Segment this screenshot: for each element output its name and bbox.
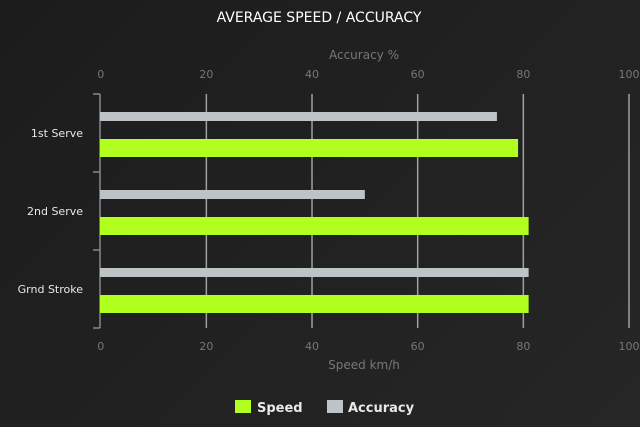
category-label: 2nd Serve bbox=[27, 205, 83, 218]
legend-swatch-accuracy bbox=[327, 400, 343, 413]
category-label: 1st Serve bbox=[31, 127, 83, 140]
legend: Speed Accuracy bbox=[235, 400, 415, 416]
bottom-tick-label: 20 bbox=[199, 340, 213, 353]
top-tick-label: 60 bbox=[411, 68, 425, 81]
bottom-tick-label: 80 bbox=[516, 340, 530, 353]
bottom-tick-label: 40 bbox=[305, 340, 319, 353]
top-axis-label: Accuracy % bbox=[329, 48, 399, 62]
accuracy-bar bbox=[100, 268, 529, 277]
legend-label-accuracy: Accuracy bbox=[348, 401, 415, 416]
chart-title: AVERAGE SPEED / ACCURACY bbox=[217, 10, 422, 26]
bottom-tick-label: 0 bbox=[97, 340, 104, 353]
bottom-axis-label: Speed km/h bbox=[328, 358, 400, 372]
legend-label-speed: Speed bbox=[257, 401, 303, 416]
bottom-tick-label: 60 bbox=[411, 340, 425, 353]
top-tick-label: 20 bbox=[199, 68, 213, 81]
top-tick-label: 40 bbox=[305, 68, 319, 81]
top-tick-label: 100 bbox=[619, 68, 640, 81]
grid-layer: 0 0 20 20 40 40 60 60 80 80 100 100 1st Serve 2nd Ser… bbox=[18, 68, 640, 353]
bars-layer bbox=[100, 112, 529, 313]
accuracy-bar bbox=[100, 112, 497, 121]
category-label: Grnd Stroke bbox=[18, 283, 84, 296]
speed-bar bbox=[100, 217, 529, 235]
speed-bar bbox=[100, 295, 529, 313]
accuracy-bar bbox=[100, 190, 365, 199]
top-tick-label: 80 bbox=[516, 68, 530, 81]
legend-swatch-speed bbox=[235, 400, 251, 413]
top-tick-label: 0 bbox=[97, 68, 104, 81]
bottom-tick-label: 100 bbox=[619, 340, 640, 353]
speed-bar bbox=[100, 139, 519, 157]
